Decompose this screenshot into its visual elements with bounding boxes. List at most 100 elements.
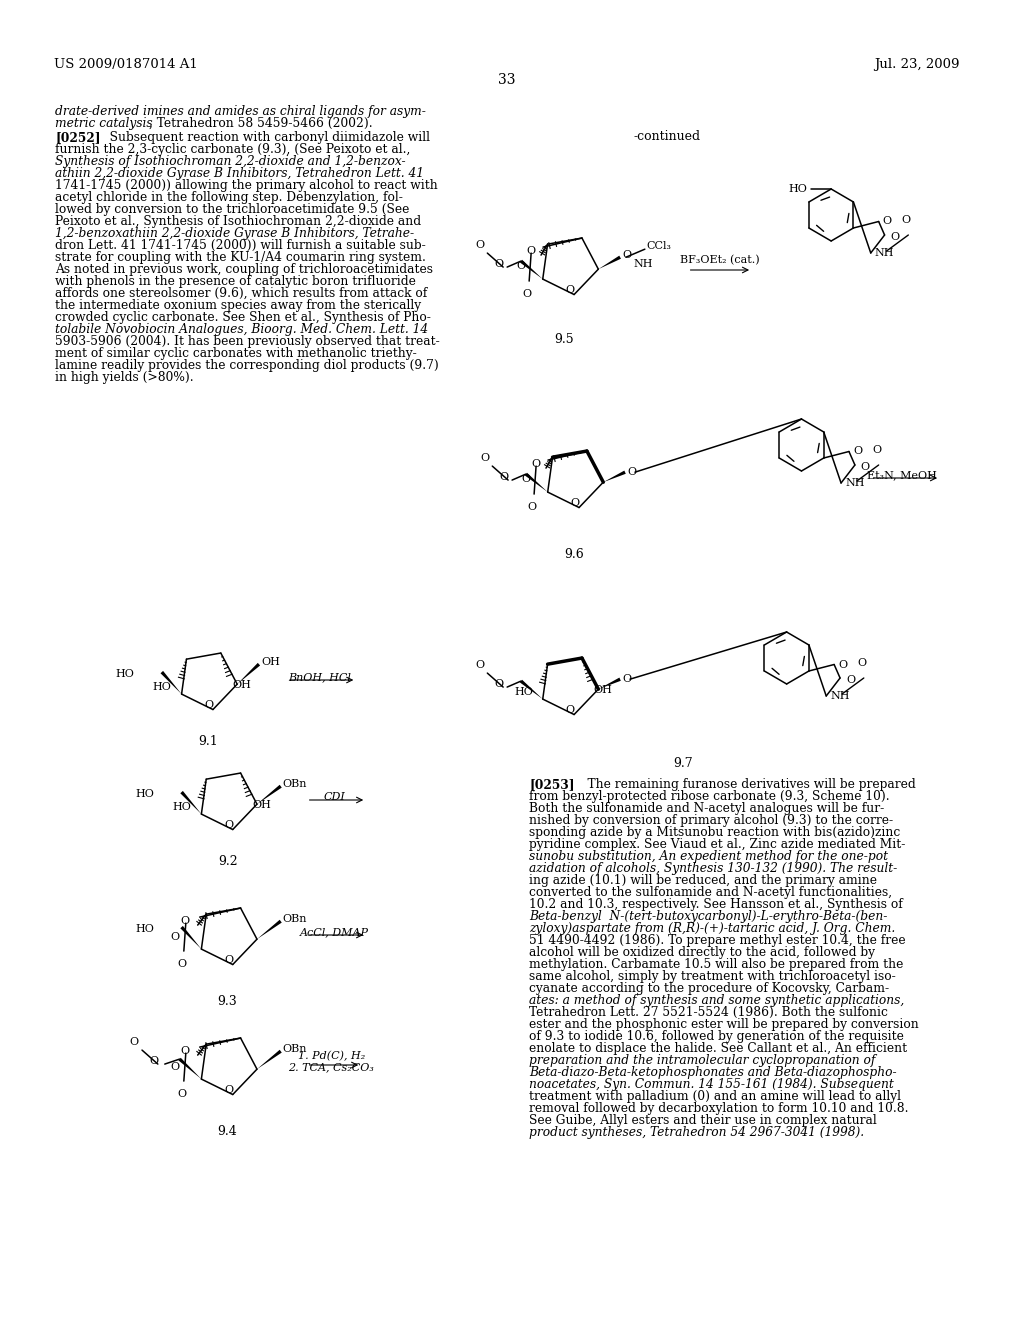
Polygon shape <box>598 256 621 269</box>
Text: O: O <box>522 289 531 300</box>
Text: O: O <box>177 960 186 969</box>
Text: As noted in previous work, coupling of trichloroacetimidates: As noted in previous work, coupling of t… <box>55 263 433 276</box>
Text: O: O <box>530 459 540 469</box>
Text: See Guibe, Allyl esters and their use in complex natural: See Guibe, Allyl esters and their use in… <box>529 1114 878 1127</box>
Text: O: O <box>902 215 911 224</box>
Text: dron Lett. 41 1741-1745 (2000)) will furnish a suitable sub-: dron Lett. 41 1741-1745 (2000)) will fur… <box>55 239 426 252</box>
Text: O: O <box>872 445 882 455</box>
Text: O: O <box>180 1045 189 1056</box>
Polygon shape <box>180 925 202 949</box>
Polygon shape <box>180 791 202 814</box>
Text: methylation. Carbamate 10.5 will also be prepared from the: methylation. Carbamate 10.5 will also be… <box>529 958 904 972</box>
Text: 1741-1745 (2000)) allowing the primary alcohol to react with: 1741-1745 (2000)) allowing the primary a… <box>55 180 438 191</box>
Text: 1,2-benzoxathiin 2,2-dioxide Gyrase B Inhibitors, Tetrahe-: 1,2-benzoxathiin 2,2-dioxide Gyrase B In… <box>55 227 415 240</box>
Text: Peixoto et al., Synthesis of Isothiochroman 2,2-dioxide and: Peixoto et al., Synthesis of Isothiochro… <box>55 215 422 228</box>
Text: HO: HO <box>514 688 532 697</box>
Text: tolabile Novobiocin Analogues, Bioorg. Med. Chem. Lett. 14: tolabile Novobiocin Analogues, Bioorg. M… <box>55 323 428 337</box>
Text: 9.6: 9.6 <box>564 548 584 561</box>
Text: noacetates, Syn. Commun. 14 155-161 (1984). Subsequent: noacetates, Syn. Commun. 14 155-161 (198… <box>529 1078 894 1092</box>
Text: 51 4490-4492 (1986). To prepare methyl ester 10.4, the free: 51 4490-4492 (1986). To prepare methyl e… <box>529 935 906 946</box>
Text: athiin 2,2-dioxide Gyrase B Inhibitors, Tetrahedron Lett. 41: athiin 2,2-dioxide Gyrase B Inhibitors, … <box>55 168 424 180</box>
Text: O: O <box>171 932 180 942</box>
Polygon shape <box>603 471 626 482</box>
Text: metric catalysis: metric catalysis <box>55 117 153 129</box>
Text: 9.4: 9.4 <box>218 1125 238 1138</box>
Polygon shape <box>161 671 181 694</box>
Text: 10.2 and 10.3, respectively. See Hansson et al., Synthesis of: 10.2 and 10.3, respectively. See Hansson… <box>529 898 903 911</box>
Text: crowded cyclic carbonate. See Shen et al., Synthesis of Pho-: crowded cyclic carbonate. See Shen et al… <box>55 312 431 323</box>
Polygon shape <box>257 785 282 804</box>
Text: Both the sulfonamide and N-acetyl analogues will be fur-: Both the sulfonamide and N-acetyl analog… <box>529 803 885 814</box>
Text: O: O <box>180 916 189 927</box>
Text: ester and the phosphonic ester will be prepared by conversion: ester and the phosphonic ester will be p… <box>529 1018 920 1031</box>
Text: same alcohol, simply by treatment with trichloroacetyl iso-: same alcohol, simply by treatment with t… <box>529 970 896 983</box>
Text: O: O <box>205 700 214 710</box>
Text: CDI: CDI <box>324 792 345 803</box>
Text: O: O <box>480 453 489 463</box>
Text: O: O <box>857 657 866 668</box>
Text: treatment with palladium (0) and an amine will lead to allyl: treatment with palladium (0) and an amin… <box>529 1090 901 1104</box>
Text: ing azide (10.1) will be reduced, and the primary amine: ing azide (10.1) will be reduced, and th… <box>529 874 878 887</box>
Text: Subsequent reaction with carbonyl diimidazole will: Subsequent reaction with carbonyl diimid… <box>98 131 430 144</box>
Text: O: O <box>224 820 233 829</box>
Text: O: O <box>494 259 503 269</box>
Polygon shape <box>520 260 543 279</box>
Text: Jul. 23, 2009: Jul. 23, 2009 <box>874 58 959 71</box>
Text: O: O <box>521 474 530 484</box>
Text: Tetrahedron Lett. 27 5521-5524 (1986). Both the sulfonic: Tetrahedron Lett. 27 5521-5524 (1986). B… <box>529 1006 888 1019</box>
Text: BnOH, HCl: BnOH, HCl <box>288 672 351 682</box>
Text: pyridine complex. See Viaud et al., Zinc azide mediated Mit-: pyridine complex. See Viaud et al., Zinc… <box>529 838 906 851</box>
Text: HO: HO <box>788 183 807 194</box>
Text: CCl₃: CCl₃ <box>647 242 672 251</box>
Text: O: O <box>891 232 900 242</box>
Text: 33: 33 <box>498 73 515 87</box>
Text: O: O <box>838 660 847 669</box>
Text: O: O <box>883 216 892 227</box>
Text: alcohol will be oxidized directly to the acid, followed by: alcohol will be oxidized directly to the… <box>529 946 876 960</box>
Text: O: O <box>565 705 574 714</box>
Text: O: O <box>171 1063 180 1072</box>
Text: in high yields (>80%).: in high yields (>80%). <box>55 371 194 384</box>
Text: Et₃N, MeOH: Et₃N, MeOH <box>867 470 937 480</box>
Text: removal followed by decarboxylation to form 10.10 and 10.8.: removal followed by decarboxylation to f… <box>529 1102 909 1115</box>
Polygon shape <box>520 680 543 700</box>
Text: NH: NH <box>874 248 894 257</box>
Text: azidation of alcohols, Synthesis 130-132 (1990). The result-: azidation of alcohols, Synthesis 130-132… <box>529 862 898 875</box>
Text: O: O <box>224 1085 233 1094</box>
Text: ment of similar cyclic carbonates with methanolic triethy-: ment of similar cyclic carbonates with m… <box>55 347 417 360</box>
Text: lowed by conversion to the trichloroacetimidate 9.5 (See: lowed by conversion to the trichloroacet… <box>55 203 410 216</box>
Text: O: O <box>475 240 484 249</box>
Text: O: O <box>499 473 508 482</box>
Text: AcCl, DMAP: AcCl, DMAP <box>300 927 369 937</box>
Text: OH: OH <box>261 657 280 667</box>
Text: sponding azide by a Mitsunobu reaction with bis(azido)zinc: sponding azide by a Mitsunobu reaction w… <box>529 826 901 840</box>
Text: of 9.3 to iodide 10.6, followed by generation of the requisite: of 9.3 to iodide 10.6, followed by gener… <box>529 1030 904 1043</box>
Text: furnish the 2,3-cyclic carbonate (9.3), (See Peixoto et al.,: furnish the 2,3-cyclic carbonate (9.3), … <box>55 143 411 156</box>
Polygon shape <box>257 920 282 939</box>
Text: 9.3: 9.3 <box>218 995 238 1008</box>
Text: -continued: -continued <box>633 129 700 143</box>
Polygon shape <box>178 1057 202 1078</box>
Text: converted to the sulfonamide and N-acetyl functionalities,: converted to the sulfonamide and N-acety… <box>529 886 893 899</box>
Text: O: O <box>150 1056 159 1067</box>
Text: OBn: OBn <box>283 915 307 924</box>
Text: affords one stereolsomer (9.6), which results from attack of: affords one stereolsomer (9.6), which re… <box>55 286 428 300</box>
Text: O: O <box>623 675 631 684</box>
Text: OH: OH <box>594 685 612 696</box>
Text: nished by conversion of primary alcohol (9.3) to the corre-: nished by conversion of primary alcohol … <box>529 814 894 828</box>
Text: Beta-diazo-Beta-ketophosphonates and Beta-diazophospho-: Beta-diazo-Beta-ketophosphonates and Bet… <box>529 1067 897 1078</box>
Text: O: O <box>224 954 233 965</box>
Text: 5903-5906 (2004). It has been previously observed that treat-: 5903-5906 (2004). It has been previously… <box>55 335 440 348</box>
Text: NH: NH <box>830 690 850 701</box>
Text: O: O <box>623 251 631 260</box>
Text: cyanate according to the procedure of Kocovsky, Carbam-: cyanate according to the procedure of Ko… <box>529 982 890 995</box>
Text: O: O <box>853 446 862 457</box>
Text: HO: HO <box>135 924 154 935</box>
Text: HO: HO <box>116 669 134 678</box>
Text: zyloxy)aspartate from (R,R)-(+)-tartaric acid, J. Org. Chem.: zyloxy)aspartate from (R,R)-(+)-tartaric… <box>529 921 896 935</box>
Text: Synthesis of Isothiochroman 2,2-dioxide and 1,2-benzox-: Synthesis of Isothiochroman 2,2-dioxide … <box>55 154 407 168</box>
Text: HO: HO <box>173 803 191 812</box>
Text: O: O <box>475 660 484 671</box>
Text: the intermediate oxonium species away from the sterically: the intermediate oxonium species away fr… <box>55 300 422 312</box>
Polygon shape <box>525 473 548 492</box>
